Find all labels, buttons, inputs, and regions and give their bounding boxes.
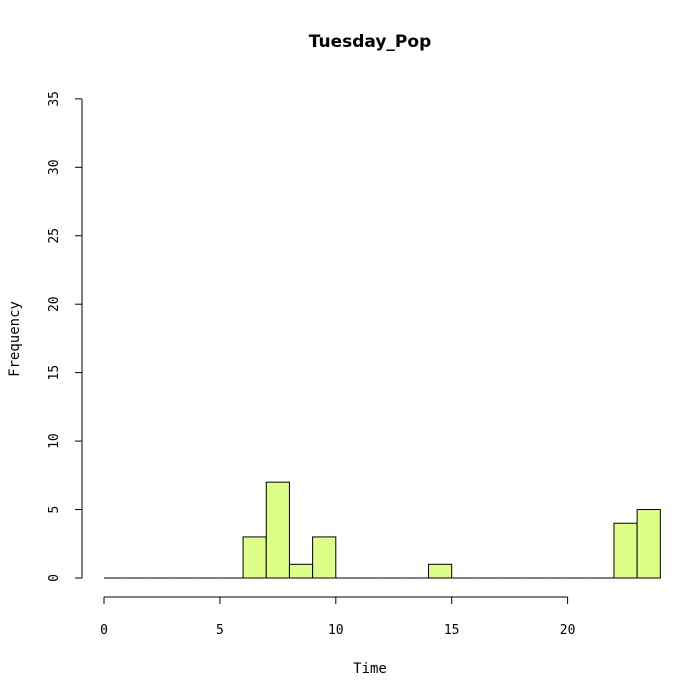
- y-tick-label: 20: [47, 296, 62, 312]
- y-axis-label: Frequency: [7, 301, 23, 377]
- bars-group: [104, 481, 661, 579]
- histogram-bar: [312, 536, 337, 579]
- histogram-bar: [265, 481, 290, 579]
- y-axis: 0 5 10 15 20 25 30 35: [47, 91, 83, 582]
- x-axis-label: Time: [353, 661, 387, 677]
- histogram-bar: [242, 536, 267, 579]
- histogram-bar: [613, 522, 638, 579]
- x-tick-label: 15: [444, 623, 460, 638]
- y-tick-label: 5: [47, 506, 62, 514]
- y-tick-label: 0: [47, 574, 62, 582]
- chart-title: Tuesday_Pop: [309, 32, 432, 52]
- x-tick-label: 5: [216, 623, 224, 638]
- y-tick-label: 15: [47, 365, 62, 381]
- y-tick-label: 25: [47, 228, 62, 244]
- y-tick-label: 35: [47, 91, 62, 107]
- y-tick-label: 10: [47, 433, 62, 449]
- histogram-bar: [288, 563, 314, 579]
- x-tick-label: 10: [328, 623, 344, 638]
- histogram-bar: [428, 563, 453, 579]
- x-axis: 0 5 10 15 20: [100, 596, 576, 638]
- histogram-bar: [636, 509, 661, 579]
- x-tick-label: 0: [100, 623, 108, 638]
- y-tick-label: 30: [47, 159, 62, 175]
- x-tick-label: 20: [560, 623, 576, 638]
